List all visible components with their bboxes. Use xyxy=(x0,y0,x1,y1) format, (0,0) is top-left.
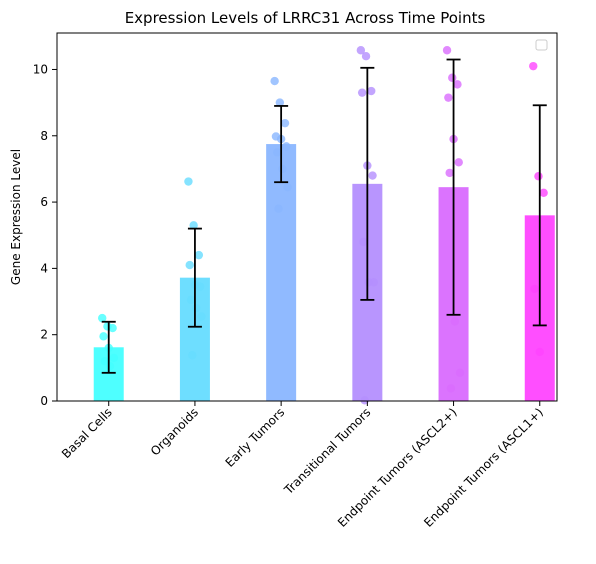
data-point xyxy=(444,93,453,102)
data-point xyxy=(186,295,196,305)
data-point xyxy=(282,142,291,151)
data-point xyxy=(278,164,287,174)
data-point xyxy=(100,357,110,366)
y-tick-label: 6 xyxy=(40,195,48,209)
data-point xyxy=(454,158,463,167)
data-point xyxy=(453,80,462,89)
data-point xyxy=(368,171,377,180)
data-point xyxy=(270,76,279,86)
data-point xyxy=(359,237,368,247)
data-point xyxy=(530,284,539,294)
data-point xyxy=(529,61,538,71)
data-point xyxy=(445,168,454,178)
data-point xyxy=(356,46,366,55)
data-point xyxy=(188,351,197,360)
data-point xyxy=(450,317,460,326)
y-tick-label: 2 xyxy=(40,328,48,342)
legend-box xyxy=(535,39,548,51)
data-point xyxy=(108,323,117,333)
data-point xyxy=(185,260,194,270)
y-tick-label: 10 xyxy=(33,62,48,76)
data-point xyxy=(448,73,457,82)
data-point xyxy=(369,278,379,287)
data-point xyxy=(367,86,376,96)
chart-title: Expression Levels of LRRC31 Across Time … xyxy=(125,9,486,27)
data-point xyxy=(361,52,371,61)
data-point xyxy=(189,221,198,230)
data-point xyxy=(280,118,290,128)
data-point xyxy=(442,46,452,55)
data-point xyxy=(535,347,544,357)
plot-frame xyxy=(56,32,558,402)
y-tick-label: 4 xyxy=(40,261,48,275)
data-point xyxy=(275,98,285,107)
data-point xyxy=(195,282,205,291)
data-point xyxy=(99,332,108,341)
data-point xyxy=(283,182,292,192)
data-point xyxy=(455,368,465,378)
data-point xyxy=(109,353,119,363)
data-point xyxy=(192,303,201,313)
data-point xyxy=(446,384,456,393)
data-point xyxy=(197,312,206,321)
data-point xyxy=(357,88,367,97)
data-point xyxy=(534,172,543,181)
data-point xyxy=(274,204,283,213)
y-tick-label: 8 xyxy=(40,129,48,143)
y-tick-label: 0 xyxy=(40,394,48,408)
data-point xyxy=(98,313,107,323)
data-point xyxy=(194,250,204,260)
data-point xyxy=(273,148,282,157)
data-point xyxy=(539,188,548,197)
data-point xyxy=(184,177,193,186)
y-axis-label: Gene Expression Level xyxy=(9,149,23,285)
data-point xyxy=(105,361,115,371)
